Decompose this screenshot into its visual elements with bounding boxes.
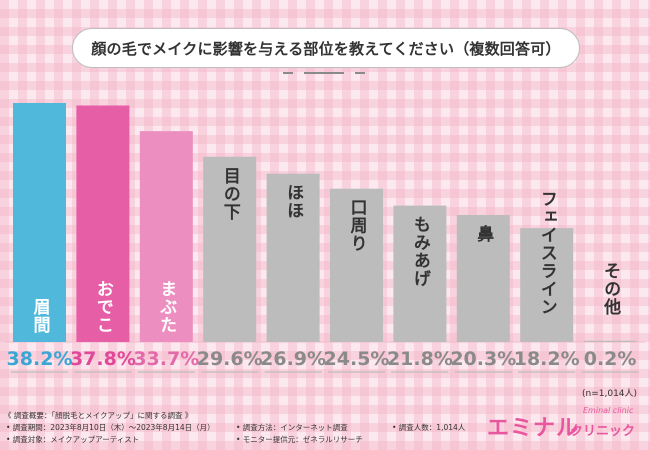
logo-sub-text: クリニック <box>570 424 636 439</box>
chart-title: 顔の毛でメイクに影響を与える部位を教えてください（複数回答可） <box>72 28 580 68</box>
value-label-10: 0.2% <box>584 348 637 370</box>
bar-1 <box>13 103 66 342</box>
title-decoration-dash <box>283 72 293 74</box>
category-label-2: おでこ <box>93 280 114 334</box>
bar-10 <box>583 340 637 342</box>
value-label-8: 20.3% <box>450 348 516 370</box>
survey-method: • 調査方法：インターネット調査 <box>236 423 348 432</box>
bar-8 <box>456 214 510 342</box>
category-label-4: 目の下 <box>220 167 241 221</box>
value-label-7: 21.8% <box>387 348 453 370</box>
value-label-2: 37.8% <box>70 348 136 370</box>
category-label-9: フェイスライン <box>537 190 557 316</box>
bar-3 <box>139 131 193 342</box>
survey-period: • 調査期間：2023年8月10日（木）〜2023年8月14日（月） <box>6 423 215 432</box>
survey-target: • 調査対象：メイクアップアーティスト <box>6 435 140 444</box>
title-decoration-dash <box>304 72 344 74</box>
category-label-10: その他 <box>600 262 622 316</box>
title-decoration-dash <box>355 72 365 74</box>
bar-4 <box>203 156 257 342</box>
sample-size-note: (n=1,014人) <box>582 389 638 399</box>
logo-english-text: Eminal clinic <box>583 406 634 415</box>
logo-main-text: エミナル <box>487 416 580 441</box>
value-label-1: 38.2% <box>7 348 73 370</box>
category-label-6: 口周り <box>347 199 368 253</box>
value-label-3: 33.7% <box>133 348 199 370</box>
category-label-5: ほほ <box>283 184 303 220</box>
category-label-3: まぶた <box>156 280 178 334</box>
category-label-1: 眉間 <box>30 298 51 334</box>
bar-2 <box>76 105 130 342</box>
category-label-7: もみあげ <box>410 216 430 288</box>
value-label-4: 29.6% <box>197 348 263 370</box>
category-label-8: 鼻 <box>473 224 494 243</box>
survey-overview: 《 調査概要：「顔脱毛とメイクアップ」に関する調査 》 <box>4 411 193 420</box>
bar-9 <box>520 228 574 342</box>
bar-5 <box>266 173 320 342</box>
bar-6 <box>330 188 383 342</box>
survey-count: • 調査人数：1,014人 <box>392 423 466 432</box>
value-label-5: 26.9% <box>260 348 326 370</box>
bar-7 <box>393 205 447 342</box>
value-label-6: 24.5% <box>324 348 390 370</box>
survey-provider: • モニター提供元：ゼネラルリサーチ <box>236 435 363 444</box>
value-label-9: 18.2% <box>514 348 580 370</box>
